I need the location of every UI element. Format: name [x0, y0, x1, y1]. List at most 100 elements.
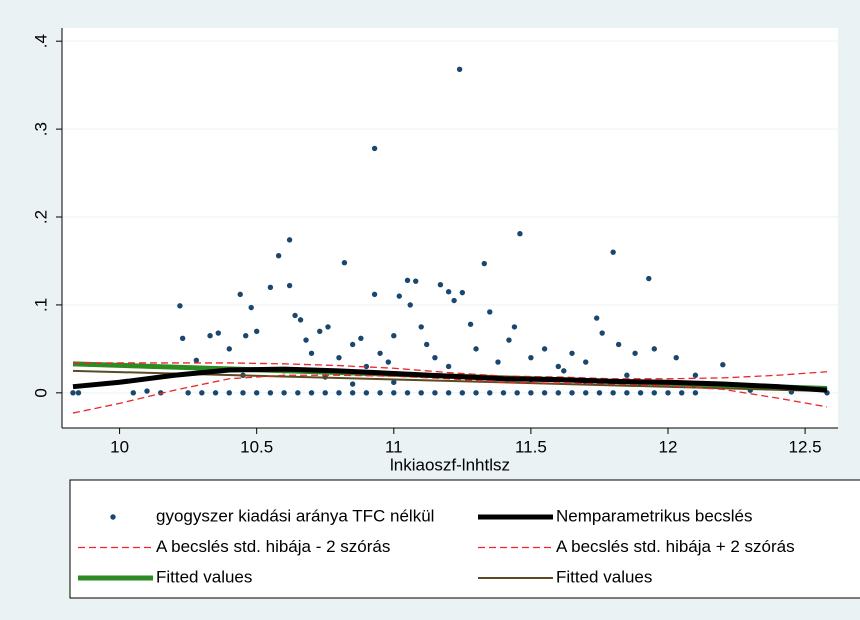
legend-label: A becslés std. hibája + 2 szórás — [556, 537, 795, 556]
scatter-point — [445, 289, 452, 295]
scatter-point — [325, 324, 331, 330]
scatter-point — [692, 372, 699, 378]
scatter-point — [599, 330, 605, 336]
y-tick-label: .3 — [31, 122, 50, 136]
x-tick-label: 12.5 — [789, 437, 822, 456]
scatter-point — [495, 359, 501, 365]
scatter-point — [596, 390, 603, 396]
scatter-point — [275, 252, 282, 259]
scatter-point — [423, 341, 430, 348]
y-tick-label: .4 — [31, 34, 50, 48]
scatter-point — [404, 277, 411, 284]
scatter-point — [583, 390, 589, 396]
fit-line — [72, 366, 828, 393]
scatter-point — [363, 363, 370, 370]
scatter-point — [459, 390, 466, 396]
scatter-point — [555, 363, 562, 370]
scatter-point — [541, 346, 548, 352]
scatter-point — [514, 390, 520, 396]
scatter-point — [637, 390, 644, 396]
scatter-point — [237, 291, 243, 298]
scatter-point — [473, 346, 479, 352]
scatter-point — [322, 390, 328, 396]
scatter-point — [179, 335, 186, 342]
scatter-point — [253, 390, 260, 396]
scatter-point — [646, 275, 652, 282]
scatter-point — [253, 328, 260, 334]
scatter-point — [303, 337, 309, 343]
legend-label: A becslés std. hibája - 2 szórás — [156, 537, 390, 556]
x-tick-label: 12 — [659, 437, 678, 456]
legend-label: Nemparametrikus becslés — [556, 506, 753, 525]
scatter-point — [130, 390, 136, 396]
scatter-point — [371, 145, 378, 152]
scatter-point — [281, 390, 287, 396]
legend-label: gyogyszer kiadási aránya TFC nélkül — [156, 506, 434, 525]
scatter-point — [569, 350, 575, 356]
scatter-point — [336, 390, 342, 396]
scatter-point — [673, 354, 679, 361]
scatter-point — [487, 390, 493, 396]
scatter-point — [473, 390, 479, 396]
scatter-point — [720, 362, 726, 368]
scatter-point — [651, 346, 657, 352]
x-tick-label: 10.5 — [240, 437, 273, 456]
scatter-point — [371, 291, 378, 298]
plot-area — [62, 28, 838, 428]
scatter-point — [391, 379, 397, 385]
scatter-point — [506, 337, 512, 343]
scatter-point — [418, 324, 424, 330]
scatter-point — [445, 363, 452, 370]
scatter-point — [679, 390, 685, 396]
scatter-point — [336, 354, 342, 361]
scatter-point — [358, 335, 364, 342]
scatter-point — [632, 350, 638, 356]
scatter-point — [467, 321, 474, 327]
scatter-point — [555, 390, 562, 396]
scatter-point — [418, 390, 424, 396]
scatter-point — [248, 304, 254, 311]
scatter-point — [286, 237, 293, 243]
scatter-point — [404, 390, 411, 396]
scatter-point — [569, 390, 575, 396]
scatter-point — [541, 390, 548, 396]
x-tick-label: 11 — [385, 437, 403, 456]
scatter-point — [199, 390, 205, 396]
scatter-point — [243, 332, 249, 339]
scatter-point — [432, 354, 438, 361]
scatter-point — [295, 390, 301, 396]
scatter-point — [511, 324, 518, 330]
scatter-point — [615, 341, 622, 348]
scatter-point — [292, 312, 298, 319]
scatter-point — [396, 293, 402, 299]
scatter-point — [391, 390, 397, 396]
x-axis-label: lnkiaoszf-lnhtlsz — [390, 455, 510, 474]
y-tick-label: .1 — [31, 298, 50, 312]
scatter-point — [624, 390, 630, 396]
scatter-point — [267, 284, 274, 291]
scatter-point — [308, 350, 315, 356]
fit-line — [72, 362, 828, 380]
scatter-point — [212, 390, 219, 396]
scatter-point — [528, 390, 534, 396]
scatter-point — [610, 249, 616, 255]
scatter-point — [70, 390, 76, 396]
scatter-point — [177, 303, 183, 309]
scatter-point — [207, 332, 213, 339]
legend-symbol — [110, 514, 116, 520]
x-tick-label: 11.5 — [515, 437, 547, 456]
scatter-point — [391, 332, 397, 339]
scatter-point — [363, 390, 370, 396]
scatter-point — [226, 346, 232, 352]
scatter-point — [286, 282, 293, 289]
scatter-point — [517, 231, 523, 237]
scatter-point — [610, 390, 616, 396]
scatter-point — [528, 354, 534, 361]
x-tick-label: 10 — [110, 437, 129, 456]
scatter-point — [451, 297, 457, 304]
scatter-point — [240, 390, 246, 396]
scatter-point — [317, 328, 323, 334]
scatter-point — [665, 390, 671, 396]
